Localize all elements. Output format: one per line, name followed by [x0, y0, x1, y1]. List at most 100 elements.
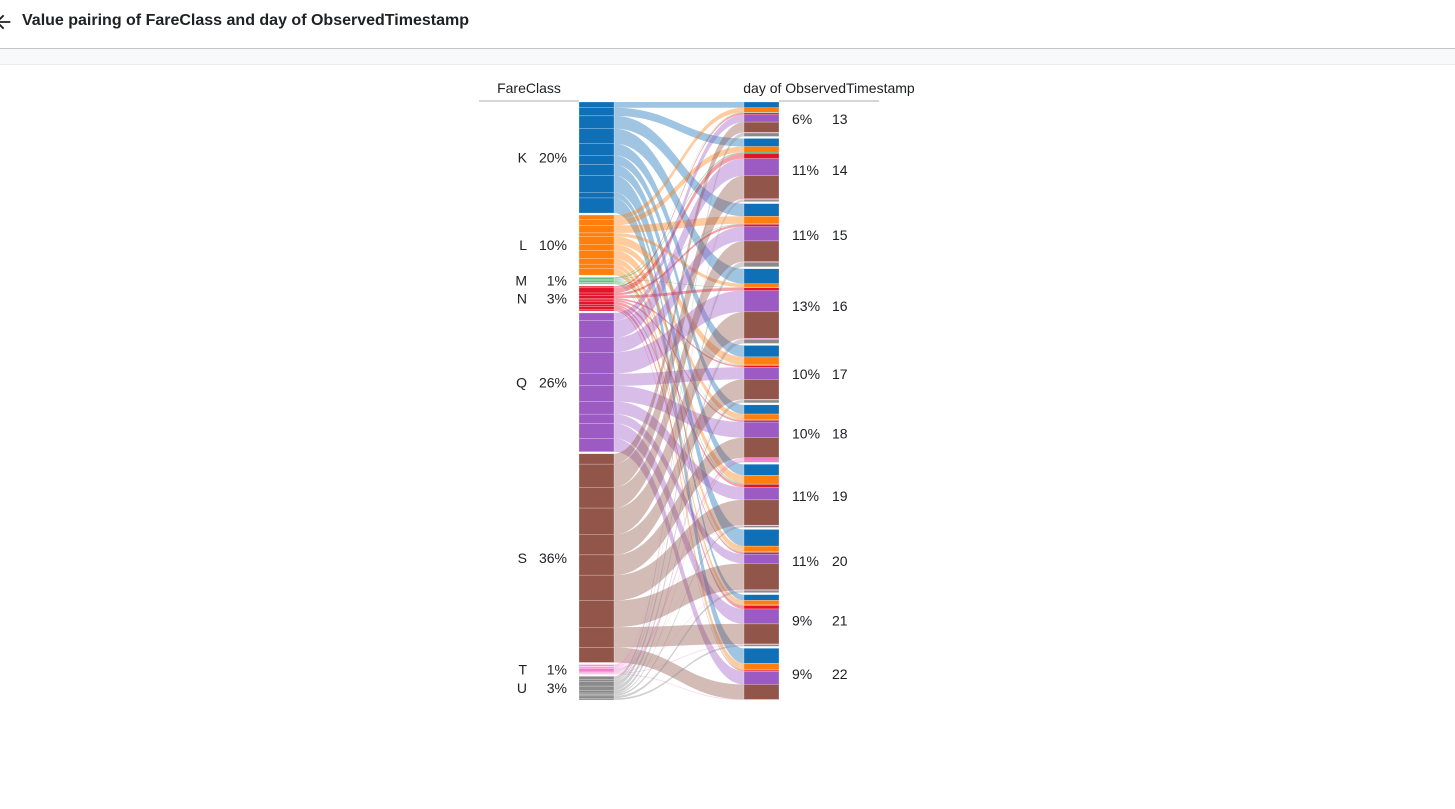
left-segment-S-20[interactable]	[578, 600, 615, 628]
left-segment-M-22[interactable]	[578, 283, 615, 285]
right-segment-18-T[interactable]	[743, 457, 780, 462]
left-segment-L-13[interactable]	[578, 214, 615, 220]
left-segment-N-14[interactable]	[578, 287, 615, 294]
left-segment-U-19[interactable]	[578, 694, 615, 697]
left-segment-U-17[interactable]	[578, 689, 615, 694]
right-segment-15-S[interactable]	[743, 240, 780, 262]
left-segment-U-16[interactable]	[578, 685, 615, 691]
left-segment-U-13[interactable]	[578, 676, 615, 680]
left-segment-L-17[interactable]	[578, 236, 615, 245]
right-segment-15-K[interactable]	[743, 203, 780, 217]
right-segment-22-Q[interactable]	[743, 671, 780, 685]
right-segment-18-U[interactable]	[743, 460, 780, 463]
right-segment-18-Q[interactable]	[743, 421, 780, 438]
left-segment-Q-19[interactable]	[578, 401, 615, 415]
left-segment-L-20[interactable]	[578, 258, 615, 265]
right-segment-22-K[interactable]	[743, 648, 780, 664]
right-segment-16-U[interactable]	[743, 339, 780, 344]
right-segment-22-T[interactable]	[743, 699, 780, 701]
left-segment-L-21[interactable]	[578, 263, 615, 269]
left-segment-S-17[interactable]	[578, 534, 615, 556]
left-segment-Q-15[interactable]	[578, 337, 615, 353]
right-segment-17-L[interactable]	[743, 356, 780, 366]
right-segment-16-L[interactable]	[743, 283, 780, 288]
right-segment-13-S[interactable]	[743, 121, 780, 133]
left-segment-N-16[interactable]	[578, 295, 615, 299]
right-segment-20-L[interactable]	[743, 545, 780, 553]
left-segment-N-15[interactable]	[578, 292, 615, 296]
left-segment-U-20[interactable]	[578, 695, 615, 699]
right-segment-18-S[interactable]	[743, 437, 780, 458]
left-segment-N-19[interactable]	[578, 301, 615, 305]
left-segment-T-22[interactable]	[578, 673, 615, 675]
right-segment-19-N[interactable]	[743, 484, 780, 488]
right-segment-21-Q[interactable]	[743, 608, 780, 625]
left-segment-N-20[interactable]	[578, 304, 615, 307]
left-segment-Q-21[interactable]	[578, 423, 615, 439]
right-segment-22-L[interactable]	[743, 663, 780, 670]
right-segment-13-K[interactable]	[743, 101, 780, 108]
left-segment-S-19[interactable]	[578, 574, 615, 601]
left-segment-Q-22[interactable]	[578, 438, 615, 452]
left-segment-T-18[interactable]	[578, 668, 615, 673]
right-segment-21-S[interactable]	[743, 623, 780, 645]
left-segment-S-13[interactable]	[578, 453, 615, 465]
right-segment-13-U[interactable]	[743, 132, 780, 137]
left-segment-Q-16[interactable]	[578, 352, 615, 374]
right-segment-22-S[interactable]	[743, 684, 780, 700]
right-segment-14-U[interactable]	[743, 199, 780, 202]
left-segment-N-21[interactable]	[578, 306, 615, 310]
left-segment-K-16[interactable]	[578, 128, 615, 144]
right-segment-20-Q[interactable]	[743, 553, 780, 564]
right-segment-16-Q[interactable]	[743, 290, 780, 313]
right-segment-21-L[interactable]	[743, 600, 780, 606]
left-segment-N-22[interactable]	[578, 309, 615, 312]
left-segment-L-18[interactable]	[578, 244, 615, 251]
left-segment-S-14[interactable]	[578, 463, 615, 488]
left-segment-N-18[interactable]	[578, 299, 615, 302]
right-segment-21-K[interactable]	[743, 594, 780, 601]
right-segment-16-N[interactable]	[743, 287, 780, 291]
right-segment-13-N[interactable]	[743, 112, 780, 115]
right-segment-14-L[interactable]	[743, 146, 780, 153]
left-segment-K-15[interactable]	[578, 115, 615, 129]
right-segment-15-L[interactable]	[743, 216, 780, 224]
left-segment-Q-14[interactable]	[578, 320, 615, 339]
left-segment-K-21[interactable]	[578, 192, 615, 199]
right-segment-13-Q[interactable]	[743, 114, 780, 123]
right-segment-20-S[interactable]	[743, 563, 780, 590]
left-segment-S-18[interactable]	[578, 554, 615, 576]
right-segment-19-Q[interactable]	[743, 487, 780, 501]
right-segment-19-U[interactable]	[743, 525, 780, 528]
left-segment-U-21[interactable]	[578, 698, 615, 701]
left-segment-K-14[interactable]	[578, 107, 615, 117]
left-segment-N-13[interactable]	[578, 285, 615, 289]
left-segment-U-14[interactable]	[578, 679, 615, 682]
right-segment-17-U[interactable]	[743, 399, 780, 404]
right-segment-21-N[interactable]	[743, 605, 780, 610]
left-segment-S-15[interactable]	[578, 487, 615, 509]
right-segment-21-U[interactable]	[743, 644, 780, 647]
left-segment-L-15[interactable]	[578, 225, 615, 234]
left-segment-N-17[interactable]	[578, 298, 615, 301]
right-segment-13-L[interactable]	[743, 107, 780, 113]
right-segment-16-K[interactable]	[743, 268, 780, 284]
left-segment-L-14[interactable]	[578, 219, 615, 226]
right-segment-15-U[interactable]	[743, 261, 780, 267]
right-segment-17-S[interactable]	[743, 379, 780, 400]
left-segment-U-15[interactable]	[578, 681, 615, 687]
left-segment-S-22[interactable]	[578, 647, 615, 663]
left-segment-Q-17[interactable]	[578, 373, 615, 387]
left-segment-L-16[interactable]	[578, 232, 615, 237]
right-segment-14-N[interactable]	[743, 153, 780, 159]
right-segment-17-N[interactable]	[743, 365, 780, 368]
left-segment-Q-20[interactable]	[578, 413, 615, 424]
right-segment-18-N[interactable]	[743, 420, 780, 423]
left-segment-K-19[interactable]	[578, 164, 615, 176]
left-segment-S-21[interactable]	[578, 626, 615, 648]
left-segment-K-22[interactable]	[578, 197, 615, 214]
arrow-back-icon[interactable]	[0, 11, 14, 33]
left-segment-K-20[interactable]	[578, 175, 615, 193]
right-segment-15-Q[interactable]	[743, 226, 780, 242]
right-segment-19-K[interactable]	[743, 464, 780, 476]
